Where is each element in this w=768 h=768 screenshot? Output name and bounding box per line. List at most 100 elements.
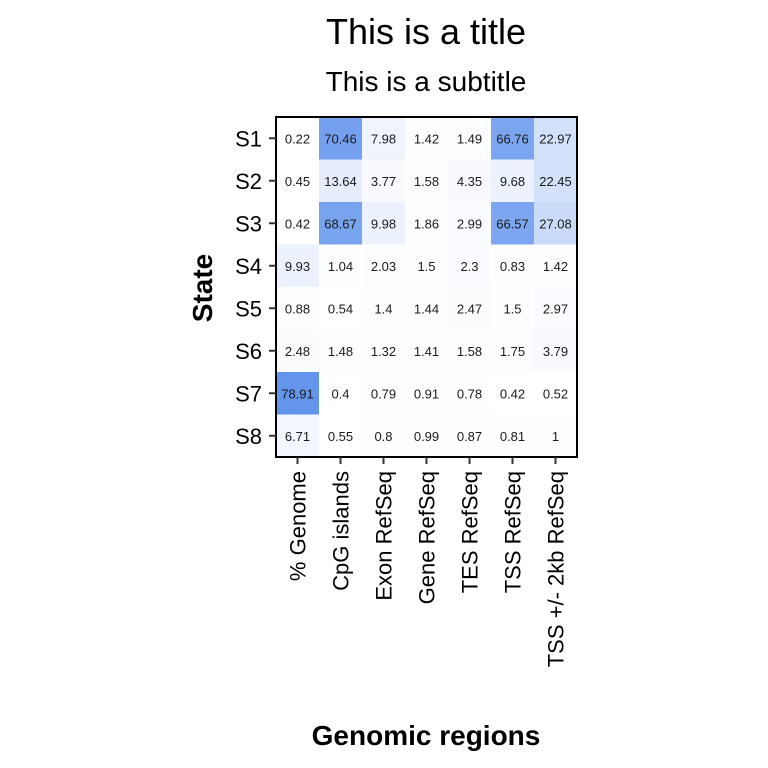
cell-value-label: 0.8 xyxy=(374,429,392,444)
cell-value-label: 2.97 xyxy=(543,301,568,316)
y-tick-label: S2 xyxy=(235,169,262,194)
cell-value-label: 2.47 xyxy=(457,301,482,316)
heatmap-cell xyxy=(448,159,492,203)
x-tick-label: TSS RefSeq xyxy=(501,471,526,593)
y-axis-title: State xyxy=(187,254,218,322)
heatmap-cell xyxy=(362,202,406,245)
heatmap-cell xyxy=(405,414,449,458)
cell-value-label: 9.93 xyxy=(285,259,310,274)
heatmap-cell xyxy=(448,414,492,458)
cell-value-label: 2.03 xyxy=(371,259,396,274)
y-tick-label: S4 xyxy=(235,254,262,279)
heatmap-cell xyxy=(362,372,406,415)
cell-value-label: 0.99 xyxy=(414,429,439,444)
heatmap-cell xyxy=(276,159,320,203)
cell-value-label: 2.99 xyxy=(457,216,482,231)
heatmap-cell xyxy=(405,287,449,330)
cell-value-label: 66.57 xyxy=(496,216,529,231)
heatmap-cell xyxy=(534,287,578,330)
y-tick-label: S3 xyxy=(235,211,262,236)
cell-value-label: 0.87 xyxy=(457,429,482,444)
heatmap-cell xyxy=(276,244,320,288)
heatmap-cell xyxy=(319,414,363,458)
cell-value-label: 0.83 xyxy=(500,259,525,274)
heatmap-cell xyxy=(491,329,535,373)
x-tick-label: Gene RefSeq xyxy=(415,471,440,604)
cell-value-label: 68.67 xyxy=(324,216,357,231)
x-tick-label: CpG islands xyxy=(329,471,354,591)
cell-value-label: 0.78 xyxy=(457,386,482,401)
cell-value-label: 1.5 xyxy=(417,259,435,274)
heatmap-cell xyxy=(319,117,363,160)
heatmap-cell xyxy=(319,372,363,415)
heatmap-cell-labels: 0.22 70.46 7.98 1.42 1.49 66.76 22.97 0.45 13.64… xyxy=(281,131,572,444)
cell-value-label: 27.08 xyxy=(539,216,572,231)
heatmap-cell xyxy=(448,287,492,330)
cell-value-label: 3.79 xyxy=(543,344,568,359)
heatmap-cell xyxy=(534,117,578,160)
cell-value-label: 1.5 xyxy=(503,301,521,316)
cell-value-label: 1.4 xyxy=(374,301,392,316)
y-axis: S1 S2 S3 S4 S5 S6 S7 S8 xyxy=(235,126,276,449)
cell-value-label: 0.52 xyxy=(543,386,568,401)
heatmap-cell xyxy=(448,329,492,373)
y-tick-label: S1 xyxy=(235,126,262,151)
cell-value-label: 6.71 xyxy=(285,429,310,444)
heatmap-cell xyxy=(491,244,535,288)
chart-title: This is a title xyxy=(326,11,526,52)
chart-subtitle: This is a subtitle xyxy=(326,66,527,97)
heatmap-cell xyxy=(534,329,578,373)
heatmap-cell xyxy=(405,244,449,288)
cell-value-label: 0.81 xyxy=(500,429,525,444)
cell-value-label: 1.04 xyxy=(328,259,353,274)
heatmap-cell xyxy=(405,202,449,245)
cell-value-label: 4.35 xyxy=(457,174,482,189)
heatmap-cell xyxy=(362,244,406,288)
cell-value-label: 1.32 xyxy=(371,344,396,359)
cell-value-label: 66.76 xyxy=(496,131,529,146)
cell-value-label: 0.4 xyxy=(331,386,349,401)
cell-value-label: 1.86 xyxy=(414,216,439,231)
y-tick-label: S8 xyxy=(235,424,262,449)
heatmap-cell xyxy=(491,414,535,458)
heatmap-cell xyxy=(491,159,535,203)
heatmap-cell xyxy=(319,202,363,245)
cell-value-label: 1.49 xyxy=(457,131,482,146)
cell-value-label: 13.64 xyxy=(324,174,357,189)
heatmap-cell xyxy=(319,329,363,373)
heatmap-cell xyxy=(319,287,363,330)
cell-value-label: 1.58 xyxy=(414,174,439,189)
heatmap-cell xyxy=(276,287,320,330)
y-tick-label: S7 xyxy=(235,381,262,406)
cell-value-label: 0.45 xyxy=(285,174,310,189)
cell-value-label: 0.88 xyxy=(285,301,310,316)
heatmap-cell xyxy=(362,329,406,373)
heatmap-cell xyxy=(405,329,449,373)
heatmap-cell xyxy=(362,117,406,160)
heatmap-cell xyxy=(319,244,363,288)
heatmap-cell xyxy=(362,414,406,458)
heatmap-cell xyxy=(534,202,578,245)
y-tick-label: S6 xyxy=(235,339,262,364)
cell-value-label: 0.54 xyxy=(328,301,353,316)
cell-value-label: 1.48 xyxy=(328,344,353,359)
heatmap-cell xyxy=(276,117,320,160)
x-axis: % Genome CpG islands Exon RefSeq Gene RefSe… xyxy=(286,457,569,667)
heatmap-cell xyxy=(319,159,363,203)
heatmap-cell xyxy=(405,159,449,203)
cell-value-label: 9.98 xyxy=(371,216,396,231)
cell-value-label: 0.22 xyxy=(285,131,310,146)
heatmap-cell xyxy=(448,372,492,415)
heatmap-cell xyxy=(491,287,535,330)
cell-value-label: 1.75 xyxy=(500,344,525,359)
heatmap-cell xyxy=(448,244,492,288)
cell-value-label: 0.79 xyxy=(371,386,396,401)
heatmap-cell xyxy=(405,372,449,415)
cell-value-label: 22.45 xyxy=(539,174,572,189)
cell-value-label: 1 xyxy=(552,429,559,444)
heatmap-cell xyxy=(276,372,320,415)
x-tick-label: TES RefSeq xyxy=(458,471,483,593)
cell-value-label: 1.58 xyxy=(457,344,482,359)
heatmap-cell xyxy=(405,117,449,160)
